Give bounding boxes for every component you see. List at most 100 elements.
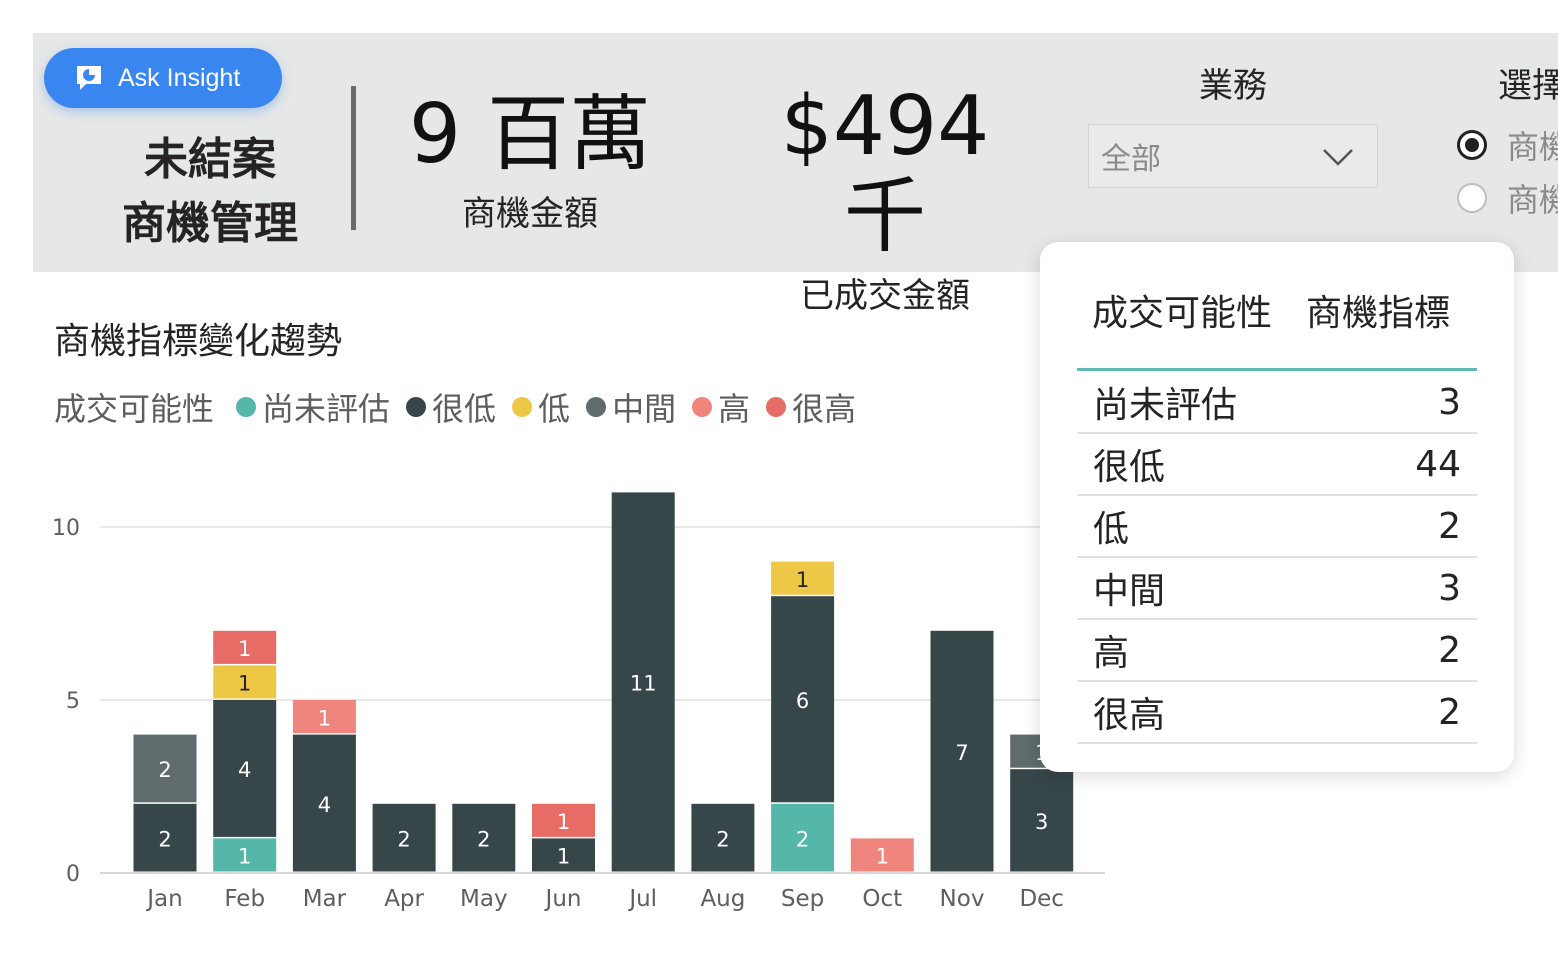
bar-segment bbox=[213, 665, 277, 699]
legend-item[interactable]: 很低 bbox=[406, 384, 496, 430]
y-tick-label: 5 bbox=[66, 689, 80, 714]
data-label: 6 bbox=[796, 689, 809, 713]
y-tick-label: 10 bbox=[52, 516, 80, 541]
legend-title: 成交可能性 bbox=[54, 390, 215, 428]
page-title-line1: 未結案 bbox=[144, 134, 276, 185]
bar-segment bbox=[532, 838, 595, 872]
bar-segment bbox=[850, 838, 914, 872]
tooltip-row-label: 很低 bbox=[1093, 447, 1166, 488]
bar-segment bbox=[452, 803, 516, 872]
kpi-opportunity-amount-caption: 商機金額 bbox=[462, 194, 598, 234]
tooltip-row-value: 2 bbox=[1438, 505, 1461, 547]
select-option-1[interactable]: 商機 bbox=[1457, 122, 1558, 168]
bar-segment bbox=[292, 734, 356, 872]
chart-legend: 成交可能性 尚未評估 很低 低 中間 高 很高 bbox=[54, 384, 872, 430]
bar-segment bbox=[691, 803, 755, 872]
x-tick-label: May bbox=[460, 886, 508, 912]
x-tick-label: Jan bbox=[145, 886, 182, 912]
legend-item[interactable]: 高 bbox=[692, 384, 750, 430]
x-tick-label: Sep bbox=[781, 886, 824, 912]
tooltip-row-value: 2 bbox=[1438, 691, 1461, 733]
data-label: 4 bbox=[318, 793, 331, 817]
insight-chat-icon bbox=[74, 63, 104, 93]
tooltip-row-value: 3 bbox=[1438, 567, 1461, 609]
bar-segment bbox=[372, 803, 436, 872]
bar-segment bbox=[771, 561, 835, 595]
kpi-closed-amount: $494 千 已成交金額 bbox=[745, 82, 1025, 317]
data-label: 7 bbox=[955, 741, 968, 765]
select-option-2[interactable]: 商機 bbox=[1457, 175, 1558, 221]
radio-checked[interactable] bbox=[1457, 130, 1487, 160]
legend-item[interactable]: 中間 bbox=[586, 384, 676, 430]
legend-item[interactable]: 低 bbox=[512, 384, 570, 430]
page-title-line2: 商機管理 bbox=[122, 198, 298, 249]
kpi-closed-amount-value: $494 千 bbox=[780, 79, 990, 264]
tooltip-col1-header: 成交可能性 bbox=[1092, 293, 1273, 334]
data-label: 1 bbox=[557, 810, 570, 834]
chart-title: 商機指標變化趨勢 bbox=[54, 321, 343, 362]
data-label: 1 bbox=[796, 568, 809, 592]
business-dropdown-value: 全部 bbox=[1101, 142, 1161, 177]
x-tick-label: Aug bbox=[700, 886, 745, 912]
chevron-down-icon bbox=[1321, 139, 1355, 181]
data-label: 3 bbox=[1035, 810, 1048, 834]
bar-segment bbox=[213, 630, 277, 664]
header-divider bbox=[351, 86, 356, 230]
x-tick-label: Feb bbox=[224, 886, 265, 912]
legend-label: 中間 bbox=[612, 390, 677, 428]
tooltip-row-value: 3 bbox=[1438, 381, 1461, 423]
bar-segment bbox=[213, 700, 277, 837]
x-tick-label: Jun bbox=[544, 886, 582, 912]
legend-dot bbox=[236, 397, 257, 417]
data-label: 4 bbox=[238, 758, 251, 782]
data-label: 2 bbox=[716, 827, 729, 851]
tooltip-header: 成交可能性 商機指標 bbox=[1092, 284, 1450, 336]
bar-segment bbox=[213, 838, 277, 872]
data-label: 1 bbox=[238, 672, 251, 696]
tooltip-row-value: 44 bbox=[1415, 443, 1461, 485]
data-label: 2 bbox=[477, 827, 490, 851]
ask-insight-button[interactable]: Ask Insight bbox=[44, 48, 282, 108]
tooltip-row-label: 高 bbox=[1093, 633, 1130, 674]
legend-dot bbox=[406, 397, 427, 417]
select-option-1-label: 商機 bbox=[1507, 128, 1558, 166]
bar-segment bbox=[930, 630, 994, 872]
tooltip-row-value: 2 bbox=[1438, 629, 1461, 671]
radio-unchecked[interactable] bbox=[1457, 183, 1487, 213]
legend-label: 很高 bbox=[792, 390, 857, 428]
x-tick-label: Nov bbox=[940, 886, 985, 912]
tooltip-row: 中間 3 bbox=[1077, 558, 1477, 620]
data-label: 1 bbox=[238, 845, 251, 869]
tooltip-row-label: 尚未評估 bbox=[1093, 385, 1238, 426]
tooltip-row-label: 中間 bbox=[1093, 571, 1166, 612]
stacked-bar-chart: 051022Jan1411Feb41Mar2Apr2May11Jun11Jul2… bbox=[52, 492, 1105, 912]
y-tick-label: 0 bbox=[66, 862, 80, 887]
legend-label: 高 bbox=[718, 390, 751, 428]
page-title: 未結案 商機管理 bbox=[100, 128, 320, 256]
tooltip-row-label: 低 bbox=[1093, 509, 1130, 550]
tooltip-row: 很高 2 bbox=[1077, 682, 1477, 744]
select-option-2-label: 商機 bbox=[1507, 181, 1558, 219]
legend-dot bbox=[586, 397, 607, 417]
kpi-closed-amount-caption: 已成交金額 bbox=[800, 276, 970, 316]
legend-item[interactable]: 尚未評估 bbox=[236, 384, 390, 430]
data-label: 11 bbox=[630, 672, 657, 696]
legend-label: 低 bbox=[538, 390, 571, 428]
data-label: 2 bbox=[397, 827, 410, 851]
select-slicer-title: 選擇 bbox=[1498, 66, 1558, 106]
legend-dot bbox=[766, 397, 787, 417]
x-tick-label: Apr bbox=[384, 886, 424, 912]
x-tick-label: Jul bbox=[627, 886, 657, 912]
bar-segment bbox=[771, 596, 835, 803]
bar-segment bbox=[133, 734, 197, 803]
tooltip-row-label: 很高 bbox=[1093, 695, 1166, 736]
x-tick-label: Dec bbox=[1019, 886, 1064, 912]
business-dropdown[interactable]: 全部 bbox=[1088, 124, 1378, 188]
kpi-opportunity-amount-value: 9 百萬 bbox=[408, 87, 652, 182]
data-label: 1 bbox=[238, 637, 251, 661]
legend-label: 很低 bbox=[432, 390, 497, 428]
ask-insight-label: Ask Insight bbox=[118, 63, 241, 92]
legend-item[interactable]: 很高 bbox=[766, 384, 856, 430]
